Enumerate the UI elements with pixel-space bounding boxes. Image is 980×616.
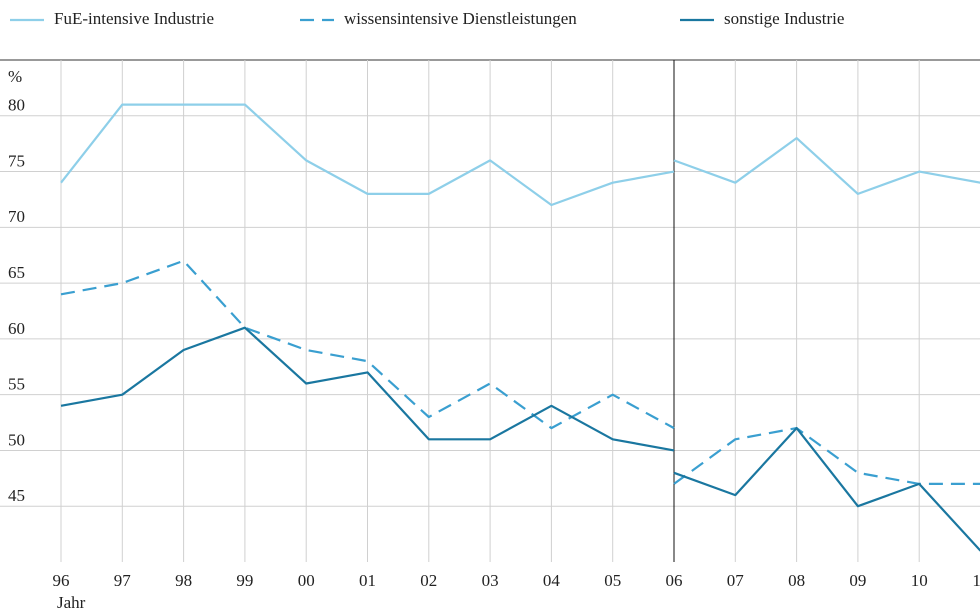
x-tick-label: 04 <box>543 571 561 590</box>
x-tick-label: 05 <box>604 571 621 590</box>
y-unit: % <box>8 67 22 86</box>
series-line <box>673 427 980 485</box>
x-tick-label: 00 <box>298 571 315 590</box>
x-tick-label: 07 <box>727 571 745 590</box>
x-tick-label: 99 <box>236 571 253 590</box>
y-tick-label: 45 <box>8 486 25 505</box>
x-tick-label: 02 <box>420 571 437 590</box>
x-tick-label: 11 <box>972 571 980 590</box>
y-tick-label: 75 <box>8 151 25 170</box>
legend-label: FuE-intensive Industrie <box>54 9 214 28</box>
y-tick-label: 65 <box>8 263 25 282</box>
x-tick-label: 03 <box>482 571 499 590</box>
y-tick-label: 55 <box>8 375 25 394</box>
x-tick-label: 96 <box>53 571 70 590</box>
y-tick-label: 70 <box>8 207 25 226</box>
legend-label: sonstige Industrie <box>724 9 844 28</box>
x-tick-label: 98 <box>175 571 192 590</box>
x-tick-label: 97 <box>114 571 132 590</box>
x-axis-label: Jahr <box>57 593 86 612</box>
series-line <box>673 137 980 195</box>
x-tick-label: 10 <box>911 571 928 590</box>
x-tick-label: 09 <box>849 571 866 590</box>
y-tick-label: 80 <box>8 96 25 115</box>
y-tick-label: 60 <box>8 319 25 338</box>
y-tick-label: 50 <box>8 430 25 449</box>
legend-label: wissensintensive Dienstleistungen <box>344 9 577 28</box>
x-tick-label: 06 <box>666 571 683 590</box>
series-line <box>673 427 980 552</box>
series-line <box>60 103 675 207</box>
x-tick-label: 01 <box>359 571 376 590</box>
x-tick-label: 08 <box>788 571 805 590</box>
series-line <box>60 326 675 452</box>
